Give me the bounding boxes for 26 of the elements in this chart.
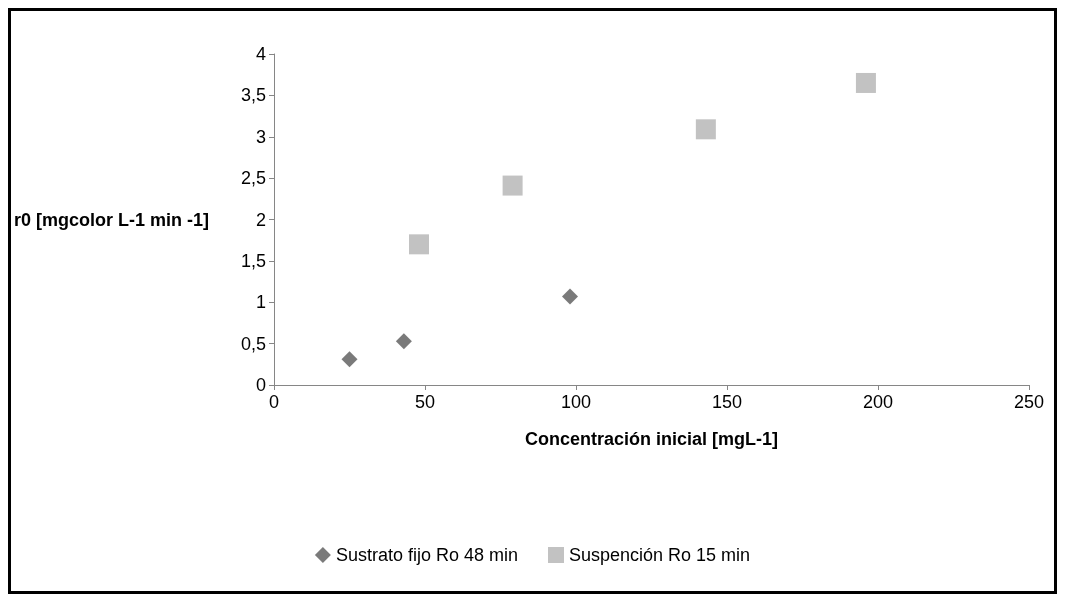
y-tick-label: 0,5 (240, 333, 267, 354)
legend-label: Suspención Ro 15 min (568, 545, 751, 565)
x-tick-label: 150 (711, 392, 743, 412)
y-tick-label: 4 (256, 44, 267, 64)
y-tick-label: 1,5 (240, 250, 267, 271)
point (395, 333, 412, 350)
y-tick-label: 0 (256, 375, 267, 395)
y-axis-title: r0 [mgcolor L-1 min -1] (13, 209, 210, 230)
x-tick-label: 200 (862, 392, 894, 412)
x-tick-label: 100 (560, 392, 592, 412)
x-tick-label: 0 (269, 392, 280, 412)
y-tick-label: 2 (256, 209, 267, 230)
point (408, 234, 429, 255)
x-axis-title: Concentración inicial [mgL-1] (524, 429, 779, 449)
point (341, 351, 358, 368)
point (695, 119, 716, 140)
x-tick-label: 50 (415, 392, 436, 412)
y-tick-label: 3,5 (240, 85, 267, 106)
point (561, 288, 578, 305)
y-tick-label: 3 (256, 126, 267, 147)
x-tick-label: 250 (1013, 392, 1045, 412)
legend-label: Sustrato fijo Ro 48 min (335, 545, 518, 565)
y-tick-label: 1 (256, 292, 267, 313)
point (502, 175, 523, 196)
point (855, 72, 876, 93)
y-tick-label: 2,5 (240, 168, 267, 189)
